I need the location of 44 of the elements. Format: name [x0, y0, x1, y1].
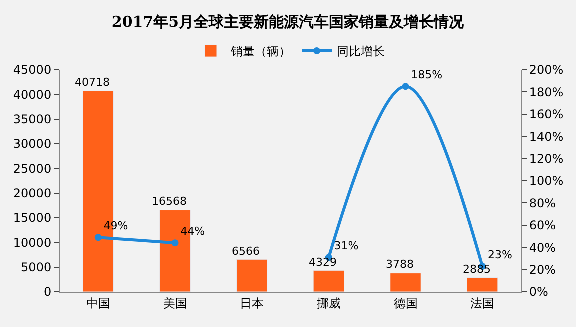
y-tick-label: 10000: [13, 236, 52, 250]
y2-tick-label: 140%: [529, 130, 564, 144]
y-tick-label: 45000: [13, 63, 52, 78]
y2-tick-label: 200%: [529, 63, 564, 78]
point: [402, 83, 410, 90]
y-tick-label: 15000: [13, 211, 52, 226]
bar: [390, 273, 422, 292]
y-tick-label: 0: [44, 285, 52, 300]
bar: [466, 278, 498, 292]
x-tick-label: 日本: [240, 296, 264, 310]
x-tick-label: 法国: [470, 296, 495, 310]
y2-tick-label: 60%: [529, 218, 556, 233]
chart-title: 2017年5月全球主要新能源汽车国家销量及增长情况: [112, 12, 466, 31]
legend-label: 同比增长: [337, 44, 385, 59]
data-label: 31%: [334, 239, 359, 252]
y-tick-label: 20000: [13, 186, 52, 201]
y2-tick-label: 40%: [529, 240, 556, 255]
y-tick-label: 40000: [13, 88, 52, 102]
y-tick-label: 35000: [13, 112, 52, 127]
y2-tick-label: 100%: [529, 174, 564, 188]
data-label: 2885: [463, 263, 491, 276]
y2-tick-label: 180%: [529, 85, 564, 100]
bar: [236, 259, 268, 292]
x-tick-label: 中国: [86, 296, 110, 310]
data-label: 4329: [309, 256, 337, 269]
data-label: 16568: [152, 195, 187, 208]
data-label: 3788: [386, 258, 414, 271]
x-tick-label: 挪威: [316, 296, 341, 310]
x-tick-label: 美国: [163, 296, 188, 310]
y2-tick-label: 20%: [529, 263, 556, 277]
legend-label: 销量（辆）: [230, 44, 291, 59]
data-label: 6566: [232, 245, 260, 258]
y2-tick-label: 80%: [529, 196, 556, 210]
y-tick-label: 5000: [21, 260, 52, 275]
data-label: 23%: [488, 248, 512, 262]
y-tick-label: 25000: [13, 162, 52, 176]
data-label: 40718: [75, 76, 110, 89]
x-tick-label: 德国: [394, 296, 418, 310]
y2-tick-label: 160%: [529, 108, 564, 122]
y2-tick-label: 120%: [529, 152, 564, 166]
bar: [313, 270, 345, 292]
y2-tick-label: 0%: [529, 285, 548, 300]
data-label: 185%: [411, 68, 443, 82]
y-tick-label: 30000: [13, 137, 52, 152]
